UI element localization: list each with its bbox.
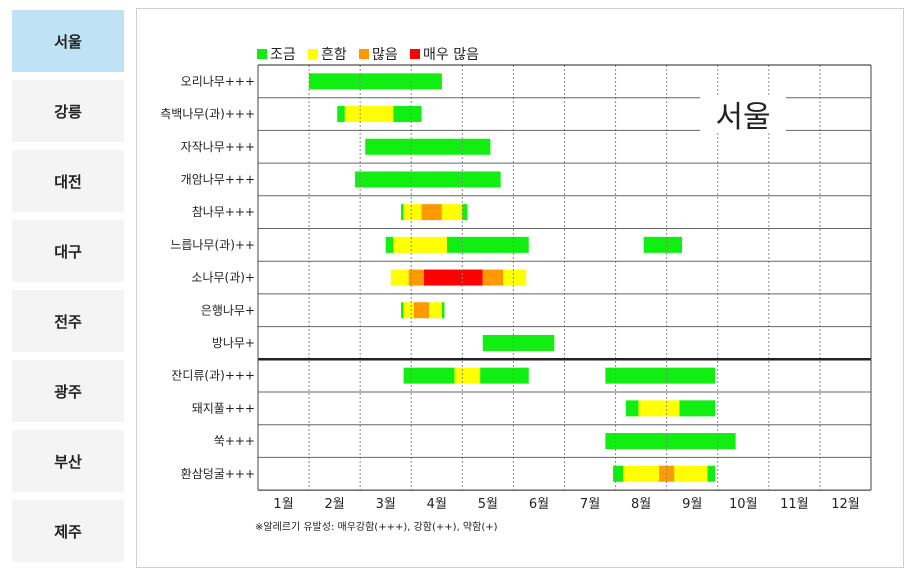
row-label-0: 오리나무+++ xyxy=(181,74,255,88)
row-label-5: 느릅나무(과)++ xyxy=(170,238,255,252)
bar-segment-10-2 xyxy=(679,400,716,417)
city-tab-3[interactable]: 대전 xyxy=(12,150,124,212)
bar-segment-6-3 xyxy=(482,269,504,286)
legend-swatch-vhigh xyxy=(410,49,420,59)
month-label-8: 8월 xyxy=(631,497,651,512)
bar-segment-6-0 xyxy=(390,269,409,286)
bar-segment-5-2 xyxy=(447,236,529,253)
row-label-4: 참나무+++ xyxy=(192,205,255,219)
footnote: ※알레르기 유발성: 매우강함(+++), 강함(++), 약함(+) xyxy=(255,521,498,533)
bar-segment-10-0 xyxy=(625,400,639,417)
row-label-6: 소나무(과)+ xyxy=(191,271,255,285)
bar-segment-6-2 xyxy=(424,269,483,286)
bar-segment-7-3 xyxy=(429,302,442,319)
row-label-11: 쑥+++ xyxy=(214,434,255,448)
bar-segment-2-0 xyxy=(365,138,491,155)
bar-segment-5-0 xyxy=(385,236,394,253)
bar-segment-7-1 xyxy=(403,302,414,319)
bar-segment-9-3 xyxy=(605,367,716,384)
legend-label-low: 조금 xyxy=(270,47,296,63)
bar-segment-12-1 xyxy=(623,465,660,482)
legend-label-vhigh: 매우 많음 xyxy=(423,47,479,63)
bar-segment-4-0 xyxy=(401,204,404,221)
month-label-6: 6월 xyxy=(529,497,549,512)
bar-segment-6-4 xyxy=(503,269,527,286)
legend-swatch-high xyxy=(359,49,369,59)
bar-segment-7-2 xyxy=(413,302,430,319)
city-tab-5[interactable]: 전주 xyxy=(12,290,124,352)
row-label-2: 자작나무+++ xyxy=(181,140,255,154)
bar-segment-5-3 xyxy=(643,236,682,253)
bar-segment-4-2 xyxy=(421,204,442,221)
bar-segment-11-0 xyxy=(605,433,736,450)
bar-segment-9-2 xyxy=(480,367,529,384)
bar-segment-6-1 xyxy=(408,269,425,286)
month-label-2: 2월 xyxy=(325,497,345,512)
city-tab-8[interactable]: 제주 xyxy=(12,500,124,562)
month-label-11: 11월 xyxy=(780,497,809,512)
legend-swatch-mid xyxy=(308,49,318,59)
bar-segment-12-4 xyxy=(707,465,716,482)
row-label-7: 은행나무+ xyxy=(201,302,255,317)
city-tab-1[interactable]: 서울 xyxy=(12,10,124,72)
bar-segment-7-4 xyxy=(441,302,445,319)
bar-segment-9-1 xyxy=(454,367,481,384)
month-label-9: 9월 xyxy=(682,497,702,512)
row-label-1: 측백나무(과)+++ xyxy=(160,107,255,121)
bar-segment-7-0 xyxy=(401,302,404,319)
row-label-3: 개암나무+++ xyxy=(181,172,255,186)
bar-segment-12-3 xyxy=(674,465,708,482)
bar-segment-1-1 xyxy=(344,106,394,123)
month-label-3: 3월 xyxy=(376,497,396,512)
bar-segment-8-0 xyxy=(482,334,555,351)
bar-segment-3-0 xyxy=(355,171,501,188)
month-label-5: 5월 xyxy=(478,497,498,512)
row-label-12: 환삼덩굴+++ xyxy=(181,467,255,481)
month-label-4: 4월 xyxy=(427,497,447,512)
bar-segment-4-1 xyxy=(403,204,422,221)
row-label-9: 잔디류(과)+++ xyxy=(171,369,255,383)
bar-segment-5-1 xyxy=(393,236,448,253)
bar-segment-9-0 xyxy=(403,367,455,384)
legend-swatch-low xyxy=(257,49,267,59)
row-label-8: 방나무+ xyxy=(212,336,255,350)
city-tab-2[interactable]: 강릉 xyxy=(12,80,124,142)
city-tab-7[interactable]: 부산 xyxy=(12,430,124,492)
city-tab-6[interactable]: 광주 xyxy=(12,360,124,422)
bar-segment-1-0 xyxy=(337,106,345,123)
bar-segment-0-0 xyxy=(309,73,442,90)
month-label-7: 7월 xyxy=(580,497,600,512)
bar-segment-4-4 xyxy=(462,204,468,221)
month-label-10: 10월 xyxy=(729,497,758,512)
legend-label-high: 많음 xyxy=(372,47,398,63)
month-label-12: 12월 xyxy=(831,497,860,512)
month-label-1: 1월 xyxy=(273,497,293,512)
bar-segment-12-0 xyxy=(613,465,624,482)
row-label-10: 돼지풀+++ xyxy=(192,401,255,415)
city-tab-4[interactable]: 대구 xyxy=(12,220,124,282)
city-label: 서울 xyxy=(715,100,770,135)
city-label-background xyxy=(700,95,786,133)
legend-label-mid: 흔함 xyxy=(321,47,347,63)
bar-segment-4-3 xyxy=(441,204,463,221)
bar-segment-1-2 xyxy=(393,106,422,123)
bar-segment-10-1 xyxy=(638,400,680,417)
